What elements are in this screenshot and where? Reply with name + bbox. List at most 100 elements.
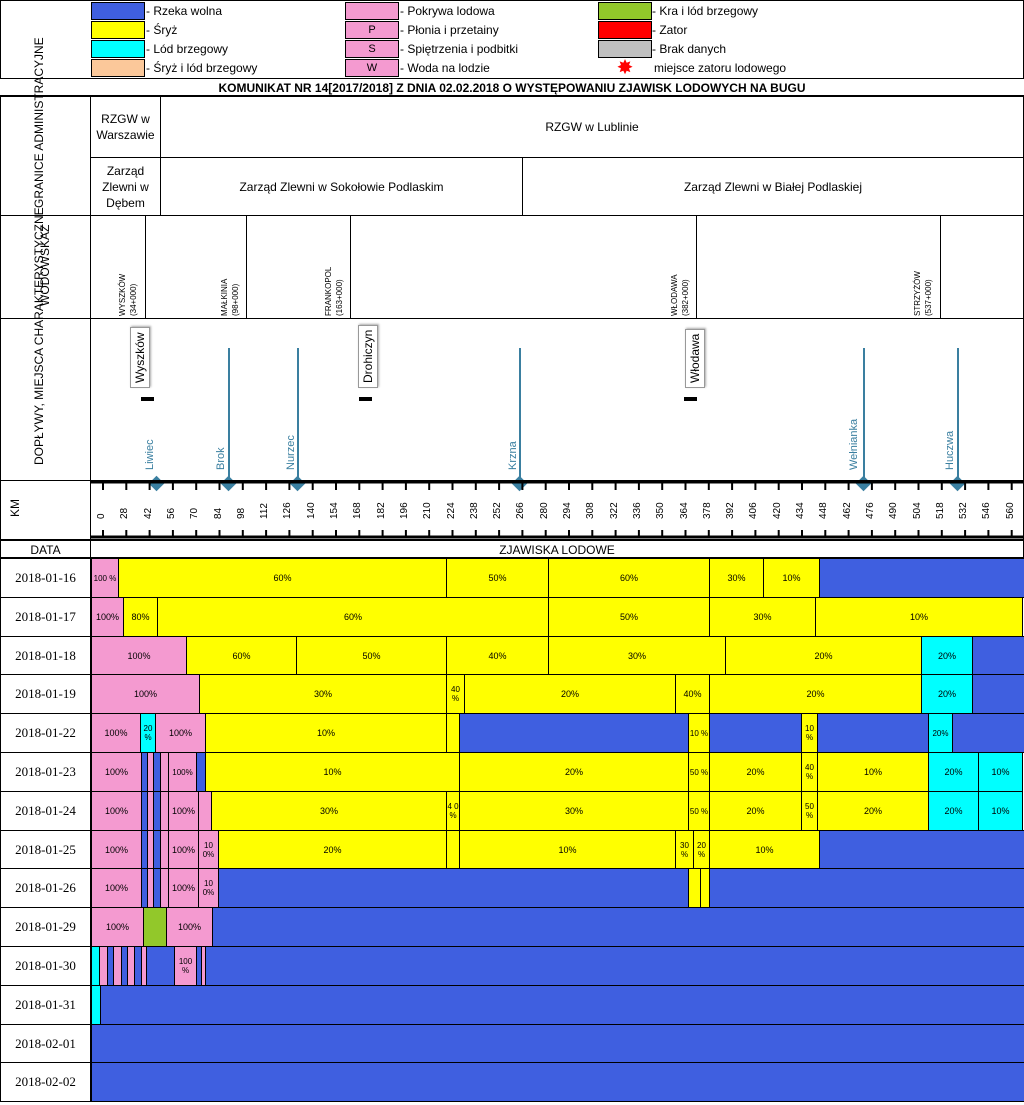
ice-segment: 30 % — [675, 830, 694, 869]
ice-segment: 50% — [296, 636, 447, 675]
ice-segment: 10 % — [801, 713, 818, 753]
km-tick-label: 112 — [259, 503, 271, 519]
ice-segment — [91, 1062, 1024, 1102]
ice-segment: 30% — [709, 558, 764, 598]
ice-segment: 20% — [928, 713, 953, 753]
km-tick-label: 266 — [515, 502, 527, 519]
ice-segment: 30% — [211, 791, 447, 831]
legend-label: - Brak danych — [652, 42, 727, 56]
tributary-line — [957, 348, 959, 478]
km-tick-label: 238 — [468, 502, 480, 519]
km-tick-label: 140 — [305, 502, 317, 519]
ice-segment: 100% — [91, 907, 144, 947]
ice-segment: 80% — [123, 597, 158, 637]
date-cell: 2018-01-16 — [0, 558, 91, 598]
date-cell: 2018-01-23 — [0, 752, 91, 792]
ice-segment: 10% — [978, 791, 1023, 831]
km-tick-label: 546 — [981, 502, 993, 519]
ice-segment — [198, 791, 212, 831]
km-tick-label: 84 — [212, 507, 224, 519]
ice-segment: 100% — [91, 674, 200, 714]
ice-segment: 20 % — [140, 713, 156, 753]
ice-segment — [91, 1024, 1024, 1063]
ice-segment — [709, 713, 802, 753]
km-tick-label: 504 — [911, 502, 923, 519]
ice-segment: 100% — [91, 830, 142, 869]
ice-segment: 20% — [921, 674, 973, 714]
legend-label: - Kra i lód brzegowy — [652, 4, 759, 18]
ice-segment: 60% — [157, 597, 549, 637]
ice-segment: 50 % — [688, 752, 710, 792]
ice-segment — [819, 558, 1024, 598]
ice-segment: 100% — [91, 752, 142, 792]
ice-segment: 20% — [725, 636, 922, 675]
date-cell: 2018-01-19 — [0, 674, 91, 714]
ice-segment: 100% — [91, 868, 142, 908]
ice-segment: 100% — [91, 636, 187, 675]
km-tick-label: 224 — [445, 502, 457, 519]
ice-segment: 100% — [168, 830, 199, 869]
ice-segment: 100% — [166, 907, 213, 947]
km-tick-label: 28 — [119, 507, 131, 519]
date-cell: 2018-01-26 — [0, 868, 91, 908]
legend-label: - Śryż i lód brzegowy — [146, 61, 258, 75]
date-cell: 2018-01-31 — [0, 985, 91, 1025]
ice-segment: 100% — [91, 791, 142, 831]
ice-segment: 40 % — [801, 752, 818, 792]
legend-swatch — [91, 2, 145, 20]
km-tick-label: 392 — [725, 502, 737, 519]
ice-segment: 100 % — [174, 946, 197, 986]
km-tick-label: 56 — [165, 507, 177, 519]
km-tick-label: 406 — [748, 502, 760, 519]
ice-segment: 30% — [548, 636, 726, 675]
date-cell: 2018-01-24 — [0, 791, 91, 831]
legend-swatch — [598, 40, 652, 58]
ice-segment — [218, 868, 689, 908]
tributary-line — [519, 348, 521, 478]
km-tick-label: 308 — [585, 502, 597, 519]
date-cell: 2018-01-18 — [0, 636, 91, 675]
ice-segment: 10% — [817, 752, 929, 792]
ice-segment — [709, 868, 1024, 908]
date-cell: 2018-02-02 — [0, 1062, 91, 1102]
legend-swatch — [91, 40, 145, 58]
gauge-line — [940, 215, 941, 319]
ice-segment — [446, 830, 460, 869]
km-tick-label: 420 — [771, 502, 783, 519]
km-tick-label: 154 — [329, 502, 340, 519]
km-tick-label: 476 — [864, 502, 876, 519]
gauge-line — [246, 215, 247, 319]
ice-segment: 100% — [91, 597, 124, 637]
legend-label: - Płonia i przetainy — [400, 23, 499, 37]
ice-segment — [819, 830, 1024, 869]
ice-segment: 10% — [815, 597, 1023, 637]
ice-segment: 100% — [91, 713, 141, 753]
date-cell: 2018-01-29 — [0, 907, 91, 947]
ice-segment — [143, 907, 167, 947]
km-tick-label: 196 — [398, 502, 410, 519]
legend-label: miejsce zatoru lodowego — [654, 61, 787, 75]
ice-segment: 60% — [548, 558, 710, 598]
ice-segment: 10% — [459, 830, 676, 869]
km-tick-label: 532 — [958, 502, 970, 519]
km-tick-label: 182 — [375, 502, 387, 519]
ice-segment: 20 % — [693, 830, 710, 869]
km-tick-label: 98 — [235, 507, 247, 519]
km-tick-label: 462 — [841, 502, 853, 519]
ice-segment — [459, 713, 689, 753]
ice-segment: 20% — [709, 791, 802, 831]
gauge-line — [350, 215, 351, 319]
legend-label: - Rzeka wolna — [146, 4, 223, 18]
legend-swatch: P — [345, 21, 399, 39]
km-tick-label: 42 — [142, 507, 154, 519]
ice-segment — [100, 985, 1024, 1025]
ice-segment: 20% — [709, 752, 802, 792]
ice-segment: 100% — [168, 868, 199, 908]
ice-segment: 60% — [186, 636, 297, 675]
legend-label: - Spiętrzenia i podbitki — [400, 42, 519, 56]
date-cell: 2018-01-17 — [0, 597, 91, 637]
date-cell: 2018-01-22 — [0, 713, 91, 753]
ice-segment: 50 % — [801, 791, 818, 831]
km-tick-label: 336 — [631, 502, 643, 519]
ice-segment: 100% — [168, 791, 199, 831]
